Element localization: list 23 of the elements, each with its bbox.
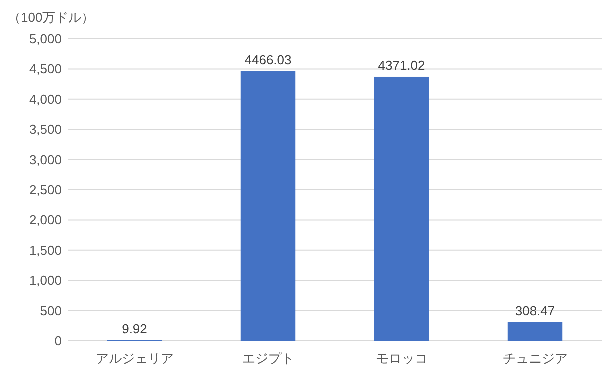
x-tick-label: エジプト xyxy=(242,351,294,366)
y-tick-label: 4,000 xyxy=(29,92,62,107)
bar xyxy=(240,71,296,341)
y-tick-label: 2,500 xyxy=(29,182,62,198)
y-tick-label: 1,500 xyxy=(29,242,62,258)
y-tick-label: 0 xyxy=(54,334,62,348)
x-tick-label: アルジェリア xyxy=(96,351,174,366)
x-tick-label: モロッコ xyxy=(376,351,428,366)
y-tick-label: 4,500 xyxy=(29,62,62,77)
y-tick-label: 3,500 xyxy=(29,122,62,138)
data-label: 308.47 xyxy=(515,303,556,318)
bar xyxy=(508,322,563,341)
y-tick-label: 3,000 xyxy=(29,152,62,168)
x-tick-label: チュニジア xyxy=(502,351,568,366)
y-tick-label: 2,000 xyxy=(29,212,62,228)
y-tick-label: 500 xyxy=(40,303,62,318)
data-label: 4371.02 xyxy=(378,58,426,73)
data-label: 9.92 xyxy=(122,321,148,336)
bar xyxy=(374,76,430,341)
y-tick-label: 5,000 xyxy=(29,32,62,46)
data-label: 4466.03 xyxy=(244,52,292,68)
y-tick-label: 1,000 xyxy=(29,273,62,288)
y-axis-title: （100万ドル） xyxy=(8,10,95,25)
